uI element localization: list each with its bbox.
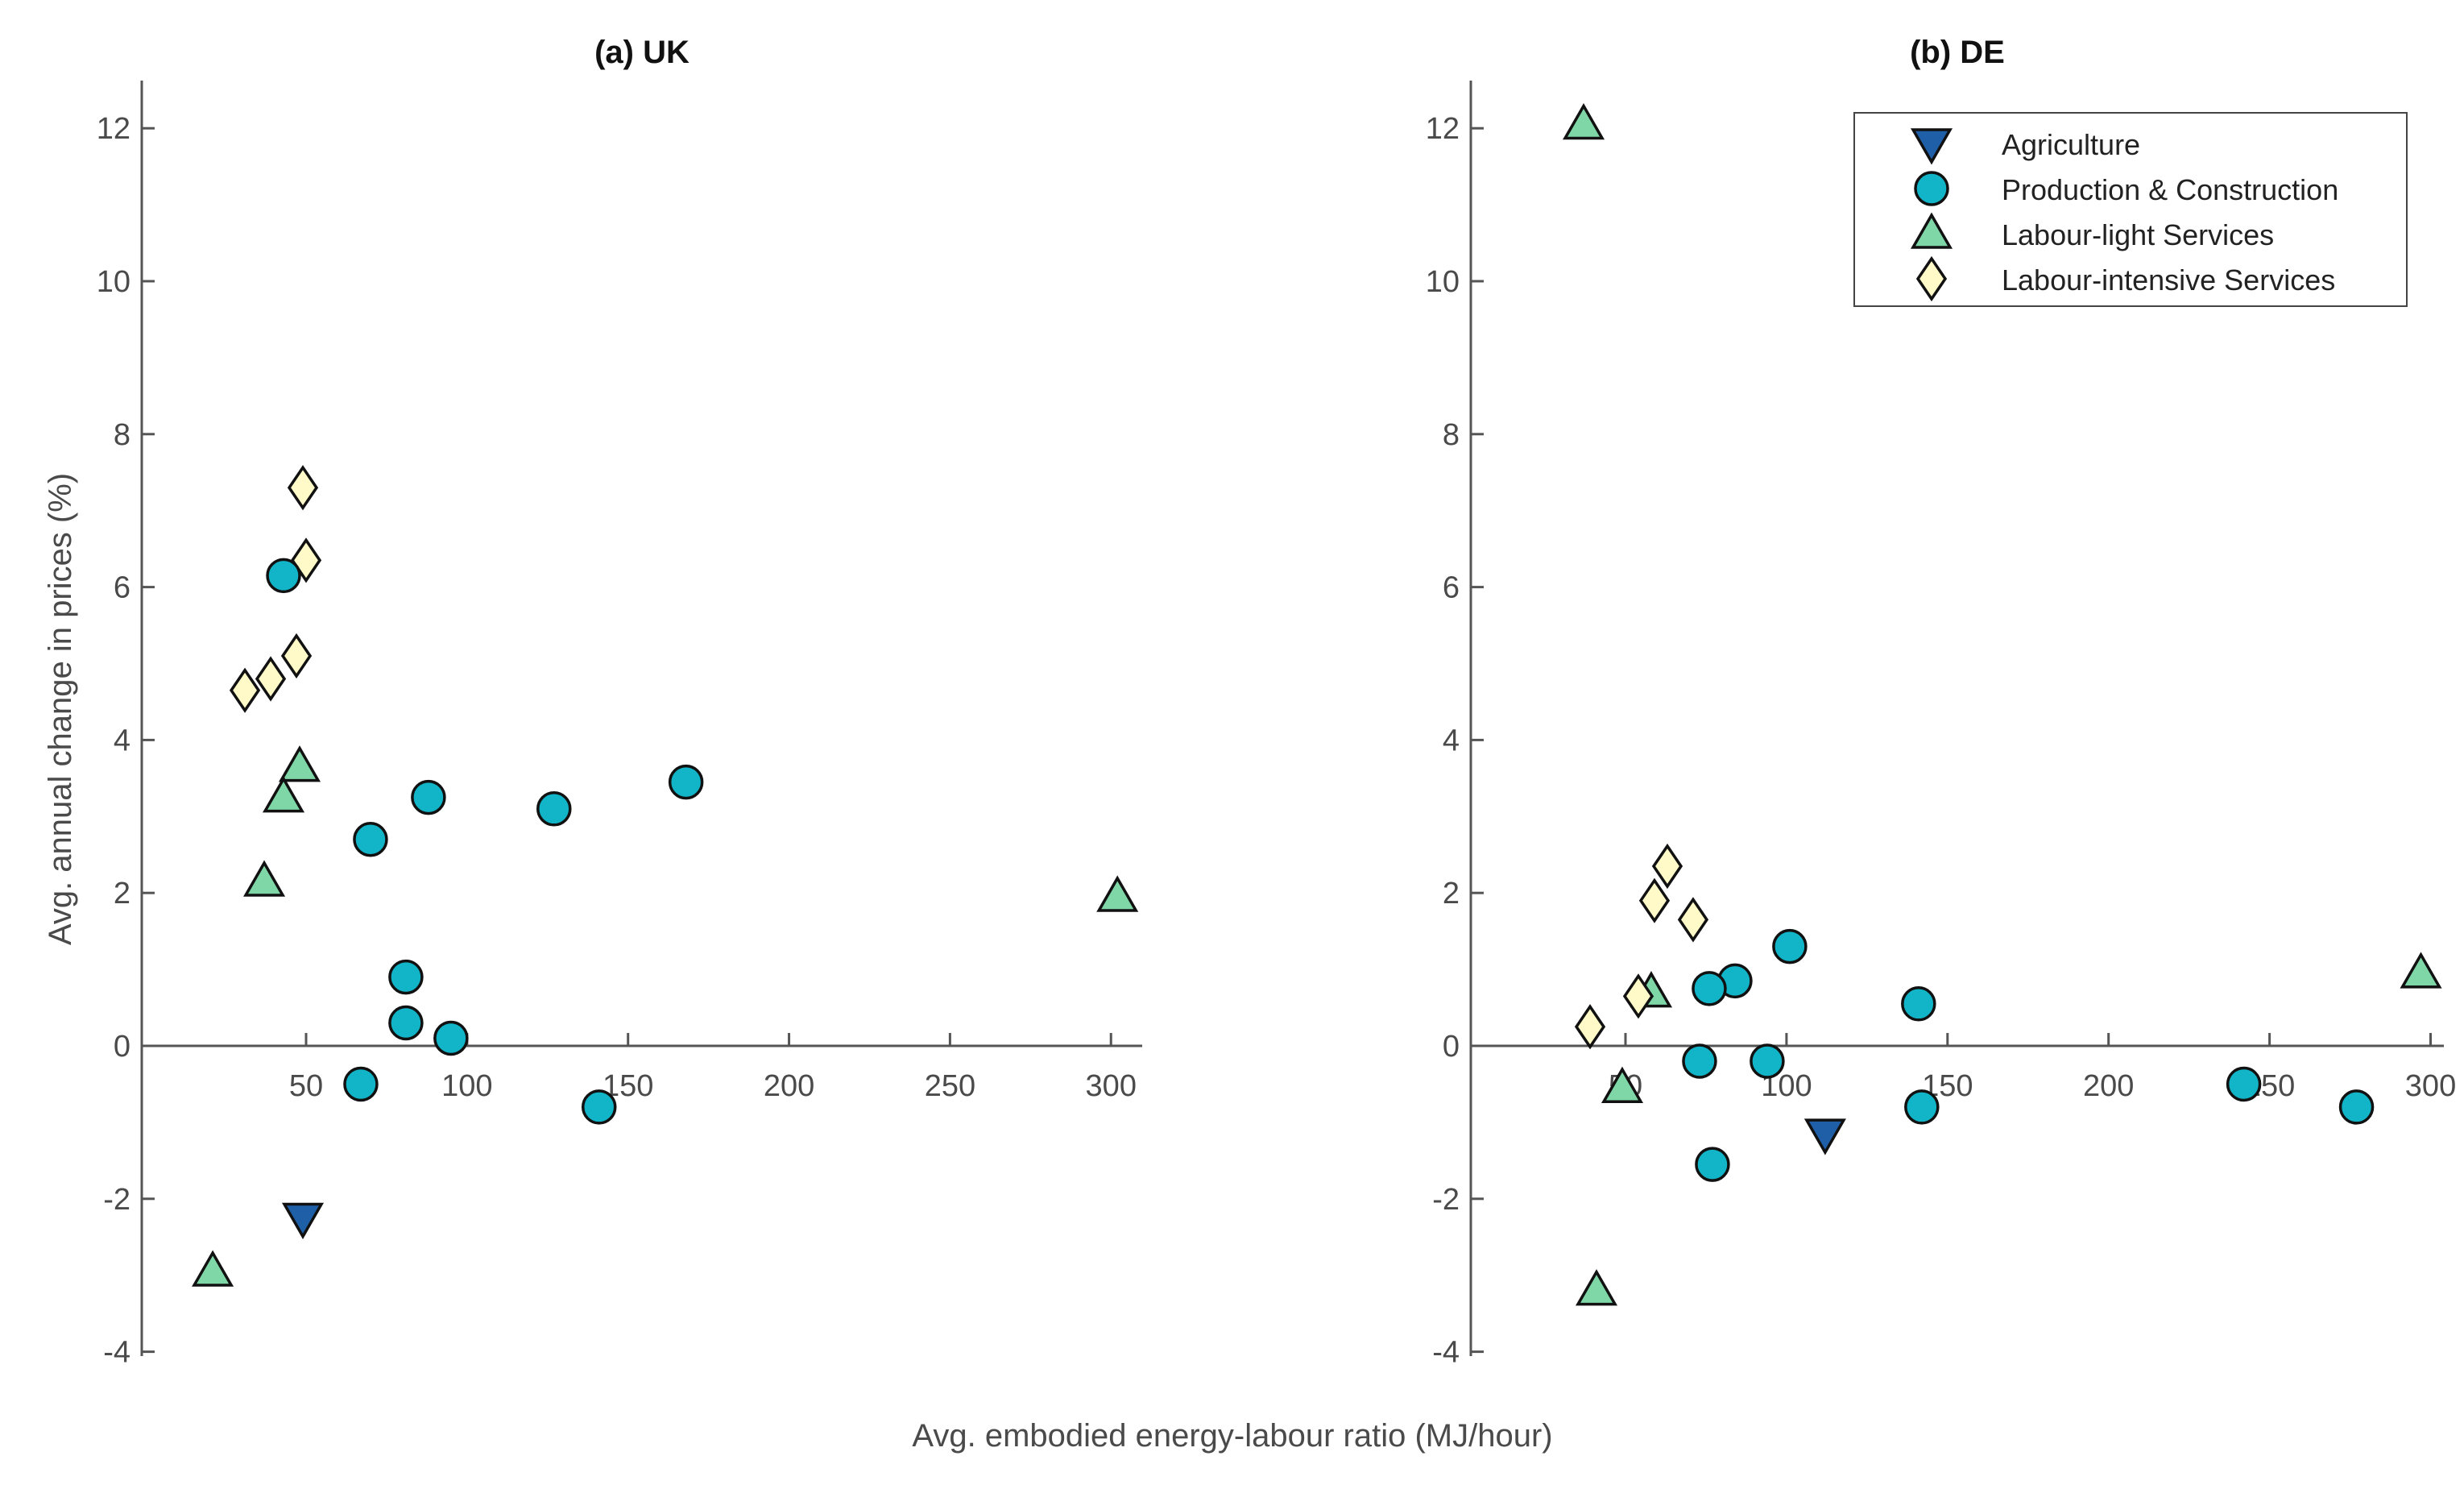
y-tick-label-uk: 8 bbox=[114, 418, 130, 452]
point-prod-uk bbox=[353, 822, 388, 857]
point-lint-de bbox=[1622, 973, 1654, 1019]
x-tick-label-uk: 300 bbox=[1086, 1069, 1137, 1103]
legend-marker-symbol-prod bbox=[1914, 171, 1949, 206]
x-tick-label-uk: 50 bbox=[289, 1069, 323, 1103]
y-tick-label-uk: 4 bbox=[114, 724, 130, 757]
point-prod-de bbox=[1692, 971, 1727, 1006]
point-lint-uk bbox=[280, 633, 313, 679]
point-prod-de bbox=[2338, 1089, 2375, 1125]
y-tick-label-uk: 2 bbox=[114, 877, 130, 910]
point-prod-uk bbox=[388, 959, 424, 995]
point-lint-de bbox=[1574, 1004, 1606, 1050]
x-tick-label-uk: 200 bbox=[764, 1069, 814, 1103]
x-tick-label-uk: 100 bbox=[441, 1069, 492, 1103]
x-tick-label-uk: 250 bbox=[925, 1069, 975, 1103]
y-tick-label-de: 6 bbox=[1443, 571, 1460, 605]
legend: Agriculture Production & Construction La… bbox=[1853, 112, 2408, 307]
y-tick-label-de: 12 bbox=[1426, 112, 1460, 146]
point-agri-de bbox=[1803, 1118, 1846, 1155]
point-llight-uk bbox=[262, 776, 305, 813]
y-tick-label-uk: -2 bbox=[103, 1183, 130, 1217]
point-prod-uk bbox=[536, 791, 572, 827]
legend-marker-symbol-lint bbox=[1915, 255, 1948, 302]
point-prod-uk bbox=[266, 558, 301, 594]
legend-label-production: Production & Construction bbox=[2002, 173, 2338, 206]
legend-label-labour-intensive: Labour-intensive Services bbox=[2002, 263, 2335, 297]
point-prod-uk bbox=[343, 1066, 379, 1102]
point-llight-uk bbox=[192, 1250, 234, 1287]
y-tick-label-uk: 6 bbox=[114, 571, 130, 605]
legend-marker-agriculture bbox=[1910, 128, 1953, 165]
point-prod-de bbox=[1772, 928, 1808, 964]
panel-title-uk: (a) UK bbox=[594, 35, 690, 70]
point-prod-de bbox=[1695, 1147, 1730, 1182]
point-llight-de bbox=[1563, 102, 1605, 140]
y-tick-label-de: -2 bbox=[1432, 1183, 1460, 1217]
legend-marker-symbol-llight bbox=[1910, 212, 1953, 249]
legend-marker-labour-intensive bbox=[1915, 255, 1948, 302]
point-lint-uk bbox=[287, 465, 319, 511]
legend-marker-production bbox=[1914, 171, 1949, 206]
point-prod-uk bbox=[581, 1089, 617, 1125]
point-llight-uk bbox=[243, 860, 286, 897]
point-lint-de bbox=[1677, 897, 1709, 943]
y-tick-label-de: 10 bbox=[1426, 265, 1460, 299]
x-axis-label: Avg. embodied energy-labour ratio (MJ/ho… bbox=[912, 1418, 1552, 1454]
panel-title-de: (b) DE bbox=[1910, 35, 2005, 70]
point-lint-de bbox=[1651, 843, 1683, 890]
legend-marker-symbol-agri bbox=[1910, 128, 1953, 165]
point-lint-de bbox=[1638, 877, 1671, 923]
point-lint-uk bbox=[229, 667, 261, 713]
point-prod-de bbox=[1904, 1089, 1940, 1125]
y-tick-label-uk: 10 bbox=[97, 265, 130, 299]
point-prod-uk bbox=[411, 779, 446, 815]
point-llight-uk bbox=[1096, 875, 1139, 912]
y-tick-label-de: 0 bbox=[1443, 1030, 1460, 1064]
y-tick-label-de: 4 bbox=[1443, 724, 1460, 757]
point-llight-de bbox=[1575, 1269, 1618, 1306]
legend-marker-labour-light bbox=[1910, 212, 1953, 249]
y-tick-label-uk: 0 bbox=[114, 1030, 130, 1064]
legend-box bbox=[1853, 112, 2408, 307]
point-lint-uk bbox=[255, 656, 287, 702]
legend-label-agriculture: Agriculture bbox=[2002, 128, 2140, 161]
point-prod-de bbox=[1750, 1043, 1785, 1079]
point-llight-de bbox=[1601, 1066, 1644, 1103]
point-prod-de bbox=[2226, 1066, 2262, 1102]
legend-label-labour-light: Labour-light Services bbox=[2002, 218, 2274, 251]
y-tick-label-de: 2 bbox=[1443, 877, 1460, 910]
point-prod-uk bbox=[388, 1005, 424, 1041]
y-tick-label-de: -4 bbox=[1432, 1336, 1460, 1370]
x-tick-label-de: 200 bbox=[2083, 1069, 2134, 1103]
y-tick-label-de: 8 bbox=[1443, 418, 1460, 452]
point-prod-de bbox=[1682, 1043, 1717, 1079]
point-llight-de bbox=[2400, 952, 2442, 989]
y-axis-label: Avg. annual change in prices (%) bbox=[43, 473, 78, 945]
point-prod-de bbox=[1901, 986, 1936, 1022]
point-prod-uk bbox=[668, 764, 704, 800]
point-agri-uk bbox=[281, 1202, 325, 1240]
y-tick-label-uk: 12 bbox=[97, 112, 130, 146]
point-prod-uk bbox=[433, 1020, 469, 1056]
y-tick-label-uk: -4 bbox=[103, 1336, 130, 1370]
point-llight-uk bbox=[278, 745, 321, 782]
x-tick-label-de: 300 bbox=[2405, 1069, 2456, 1103]
